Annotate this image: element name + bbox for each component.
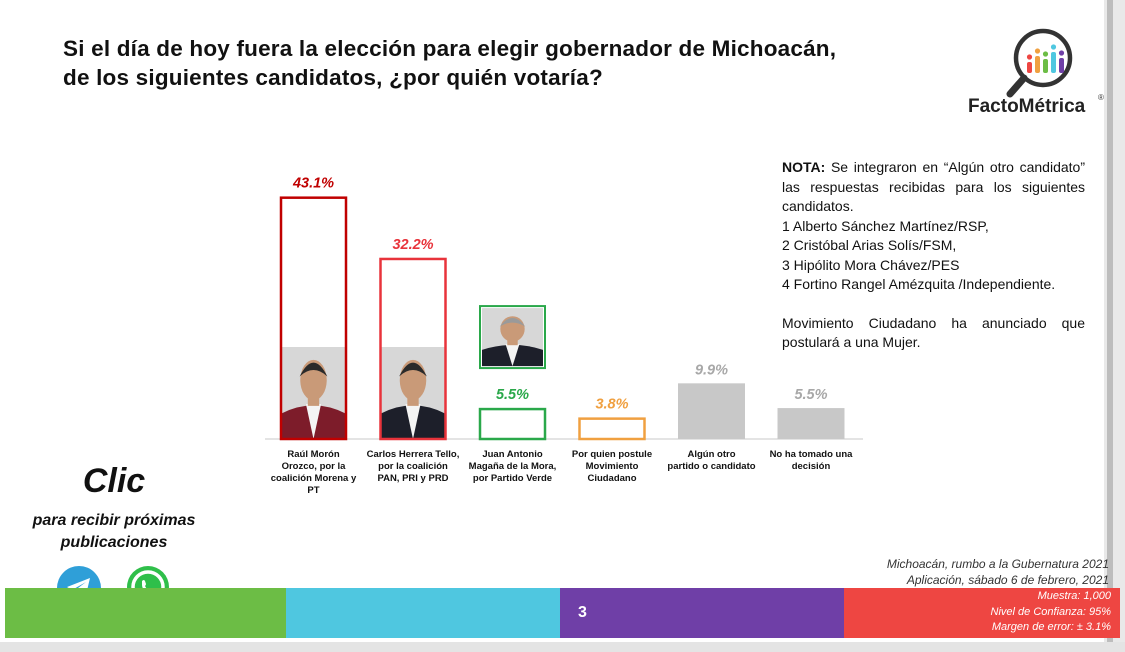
category-label: coalición Morena y <box>271 473 357 484</box>
confidence-level: Nivel de Confianza: 95% <box>990 605 1111 618</box>
note-item: 2 Cristóbal Arias Solís/FSM, <box>782 237 957 253</box>
note-item: 3 Hipólito Mora Chávez/PES <box>782 256 960 273</box>
cta-title[interactable]: Clic <box>82 462 146 500</box>
registered-mark: ® <box>1098 93 1104 102</box>
bar-3 <box>478 407 547 441</box>
candidate-photo-3 <box>482 308 543 367</box>
source-note: Michoacán, rumbo a la Gubernatura 2021 A… <box>887 556 1109 588</box>
value-label: 9.9% <box>695 362 728 378</box>
category-label: Orozco, por la <box>282 461 347 472</box>
category-label: Juan Antonio <box>482 449 543 460</box>
footer-band-red <box>844 588 1120 638</box>
bar-4 <box>578 417 646 441</box>
page-number: 3 <box>578 604 587 621</box>
bar-6 <box>777 408 845 439</box>
margin-of-error: Margen de error: ± 3.1% <box>991 621 1111 633</box>
category-label: Por quien postule <box>572 449 652 460</box>
note-extra: Movimiento Ciudadano ha anunciado que po… <box>782 314 1085 351</box>
bar-1 <box>279 196 348 441</box>
bar-2 <box>379 257 447 441</box>
note-intro: NOTA: Se integraron en “Algún otro candi… <box>782 158 1085 217</box>
category-label: decisión <box>792 461 831 472</box>
value-label: 3.8% <box>595 397 628 413</box>
factometrica-logo <box>1006 28 1073 98</box>
cta-subtitle[interactable]: para recibir próximas publicaciones <box>0 510 228 554</box>
bar-5 <box>678 383 745 439</box>
cta-subtitle-line-2: publicaciones <box>60 534 168 551</box>
note-box: NOTA: Se integraron en “Algún otro candi… <box>782 158 1085 353</box>
value-label: 43.1% <box>292 176 334 192</box>
note-item: 4 Fortino Rangel Amézquita /Independient… <box>782 276 1056 292</box>
cta-subtitle-line-1: para recibir próximas <box>32 512 196 529</box>
note-item: 1 Alberto Sánchez Martínez/RSP, <box>782 217 989 234</box>
category-label: PAN, PRI y PRD <box>377 473 448 484</box>
candidate-photo-frame <box>479 305 546 370</box>
value-label: 5.5% <box>794 387 827 403</box>
title-line-2: de los siguientes candidatos, ¿por quién… <box>63 65 603 90</box>
category-label: Raúl Morón <box>287 449 339 460</box>
source-line-2: Aplicación, sábado 6 de febrero, 2021 <box>906 573 1109 587</box>
category-label: partido o candidato <box>667 461 755 472</box>
source-line-1: Michoacán, rumbo a la Gubernatura 2021 <box>886 557 1109 571</box>
category-label: PT <box>307 485 319 496</box>
category-label: Ciudadano <box>587 473 636 484</box>
footer-band-cyan <box>286 588 560 638</box>
note-label: NOTA: <box>782 159 826 175</box>
candidate-photo-1 <box>282 347 345 439</box>
candidate-photo-2 <box>381 347 445 439</box>
bottom-edge <box>0 642 1125 652</box>
category-label: Carlos Herrera Tello, <box>367 449 460 460</box>
category-label: Magaña de la Mora, <box>469 461 557 472</box>
sample-size: Muestra: 1,000 <box>1037 590 1111 602</box>
category-label: por la coalición <box>378 461 448 472</box>
note-intro-text: Se integraron en “Algún otro candidato” … <box>782 159 1085 214</box>
survey-stats: Muestra: 1,000 Nivel de Confianza: 95% M… <box>991 589 1111 636</box>
page-title: Si el día de hoy fuera la elección para … <box>63 34 843 92</box>
title-line-1: Si el día de hoy fuera la elección para … <box>63 36 837 61</box>
value-label: 32.2% <box>392 237 433 253</box>
footer-band-green <box>5 588 286 638</box>
footer-band-purple <box>560 588 844 638</box>
logo-wordmark: FactoMétrica <box>968 96 1086 117</box>
right-edge-shadow <box>1107 0 1113 652</box>
category-label: por Partido Verde <box>473 473 552 484</box>
category-label: Algún otro <box>687 449 735 460</box>
category-label: No ha tomado una <box>770 449 854 460</box>
value-label: 5.5% <box>496 387 529 403</box>
category-label: Movimiento <box>586 461 639 472</box>
